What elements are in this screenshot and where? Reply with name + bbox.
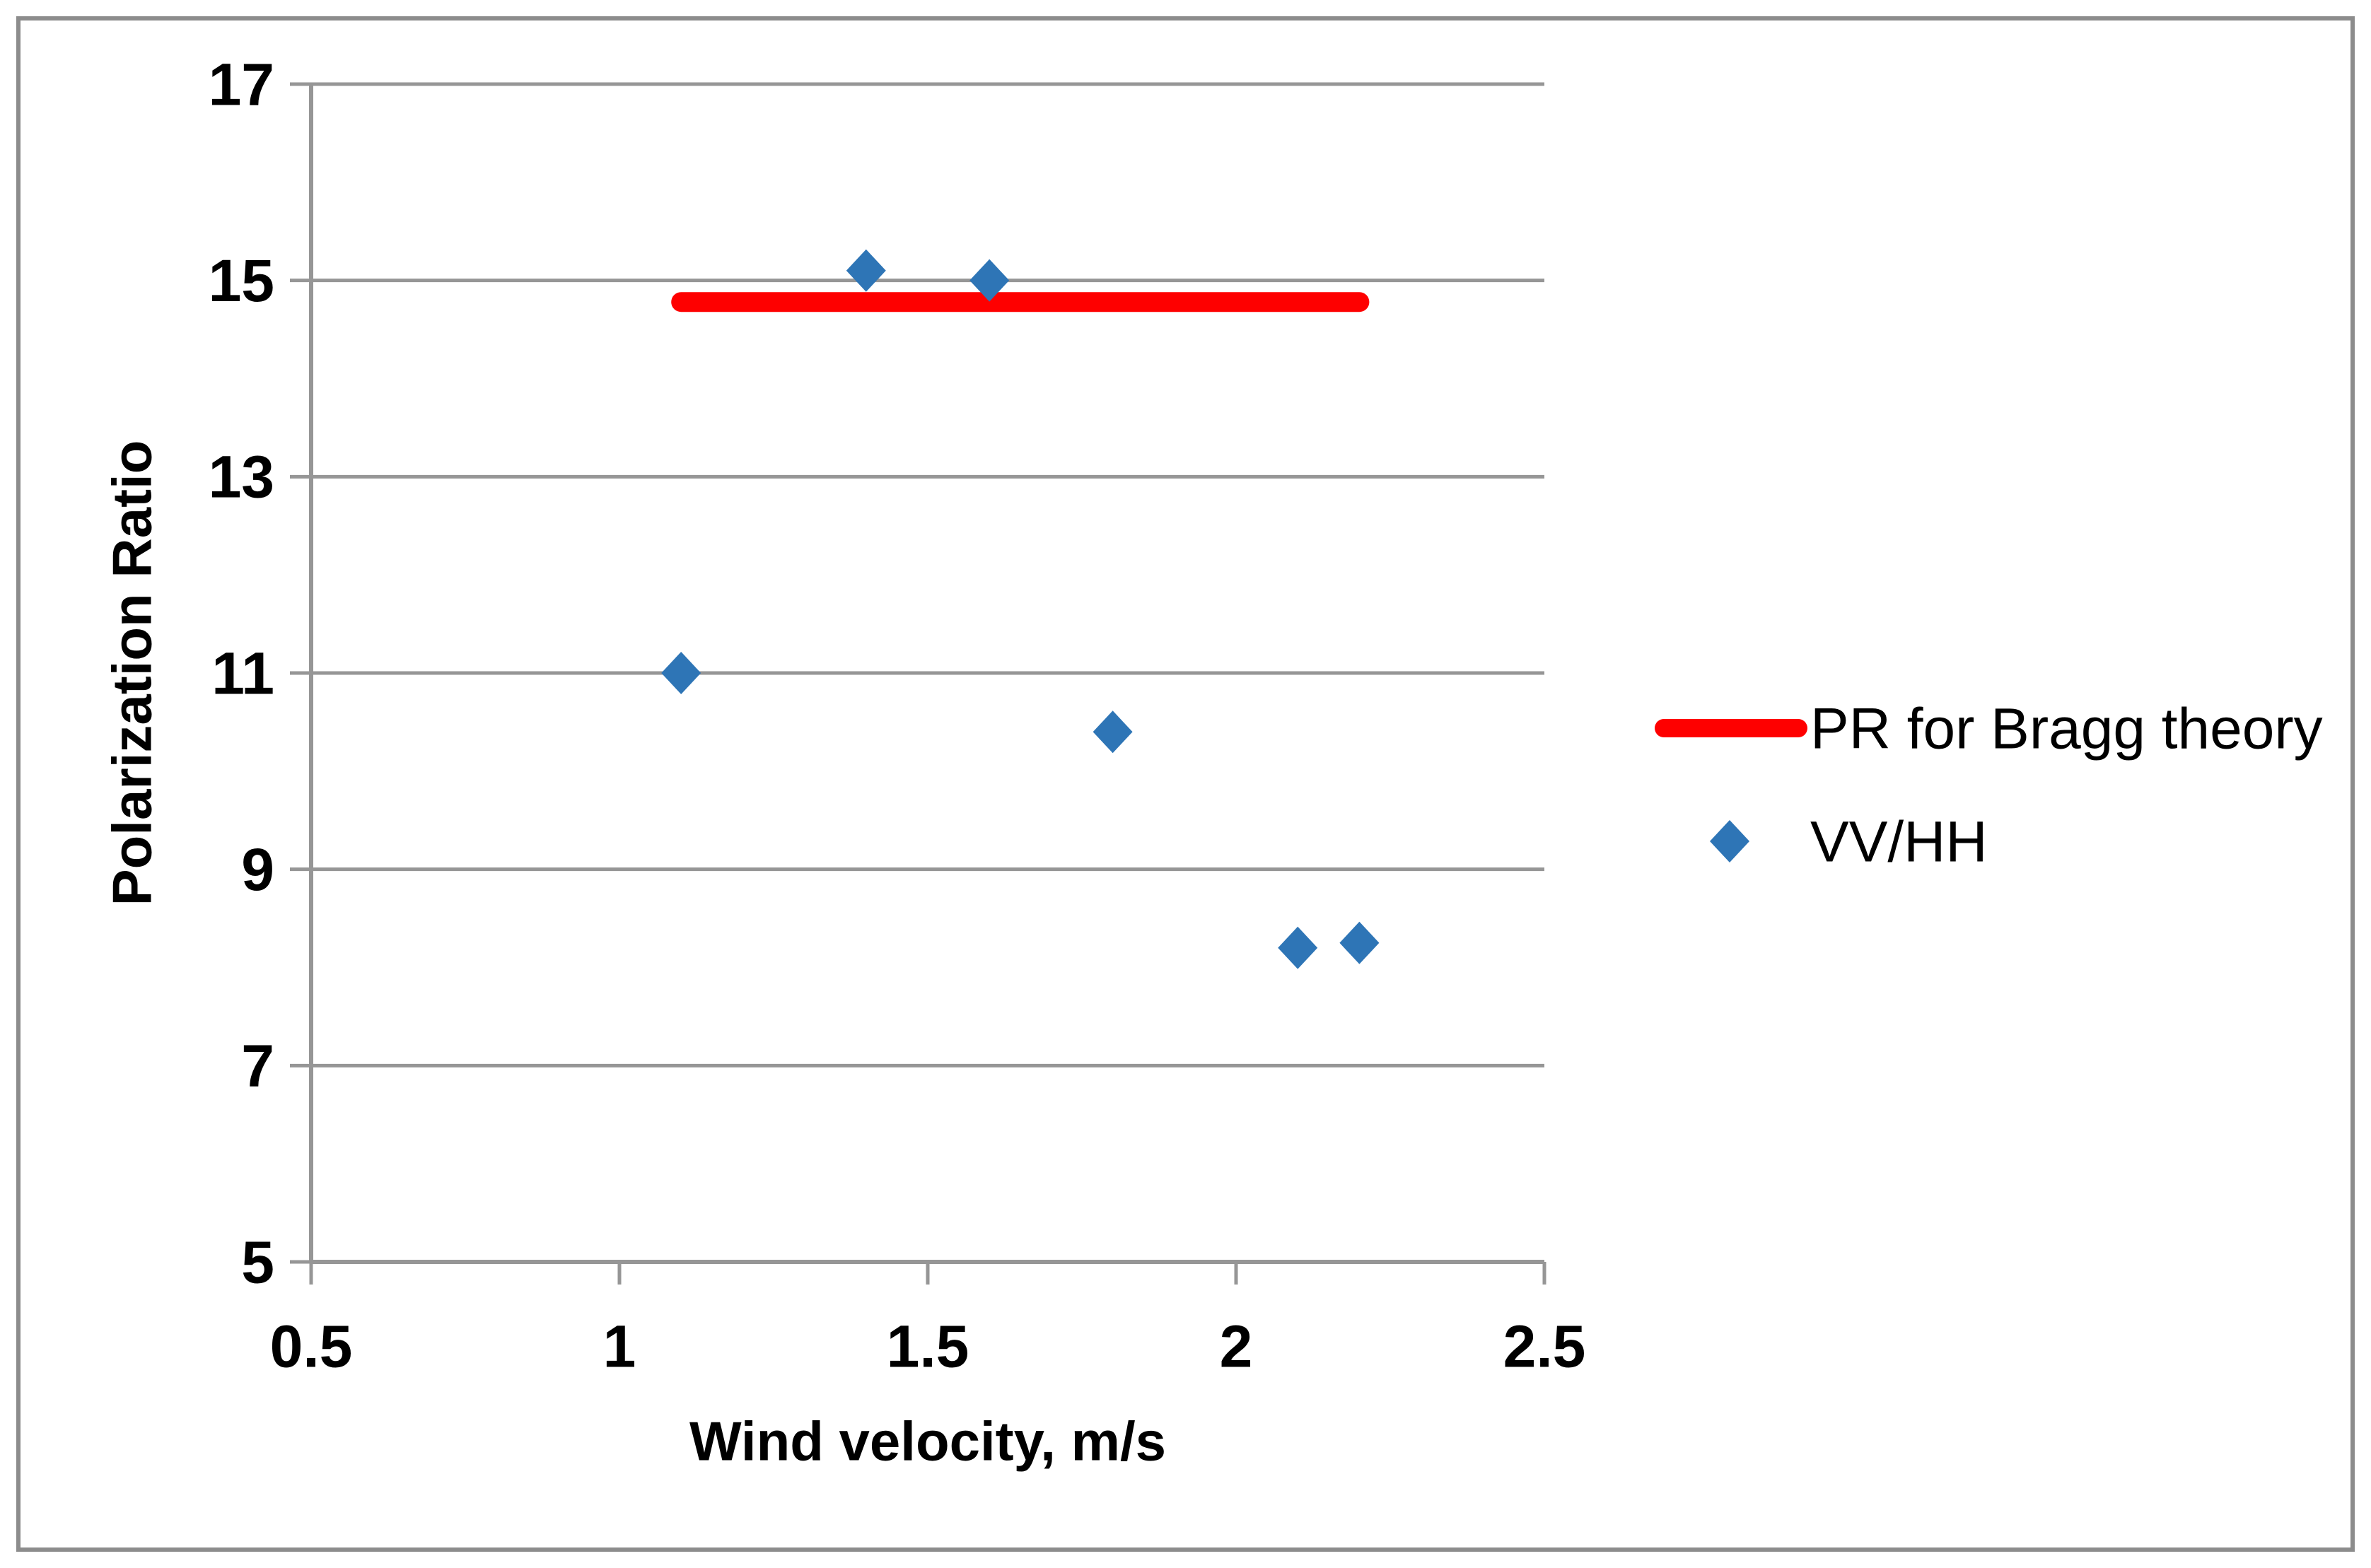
y-tick-label-5: 5 — [241, 1229, 274, 1295]
y-tick-label-11: 11 — [211, 640, 274, 706]
legend-label-0: PR for Bragg theory — [1810, 697, 2323, 761]
x-tick-label-2.5: 2.5 — [1503, 1313, 1586, 1379]
legend-label-1: VV/HH — [1810, 810, 1988, 874]
legend-diamond-swatch — [1710, 820, 1749, 862]
y-axis-title: Polarization Ratio — [100, 440, 163, 906]
data-point-diamond-2 — [969, 259, 1010, 302]
x-tick-label-1.5: 1.5 — [887, 1313, 969, 1379]
x-tick-label-1: 1 — [603, 1313, 636, 1379]
data-point-diamond-5 — [1339, 921, 1380, 964]
data-point-diamond-4 — [1278, 926, 1318, 969]
x-axis-title: Wind velocity, m/s — [689, 1410, 1166, 1472]
y-tick-label-9: 9 — [241, 836, 274, 903]
x-tick-label-2: 2 — [1220, 1313, 1253, 1379]
y-tick-label-13: 13 — [209, 444, 274, 510]
data-point-diamond-0 — [661, 652, 701, 694]
data-point-diamond-1 — [846, 249, 886, 292]
data-point-diamond-3 — [1093, 710, 1133, 754]
x-tick-label-0.5: 0.5 — [270, 1313, 353, 1379]
figure-border — [16, 16, 2355, 1552]
y-tick-label-15: 15 — [209, 247, 274, 314]
y-tick-label-7: 7 — [241, 1033, 274, 1099]
y-tick-label-17: 17 — [209, 51, 274, 117]
